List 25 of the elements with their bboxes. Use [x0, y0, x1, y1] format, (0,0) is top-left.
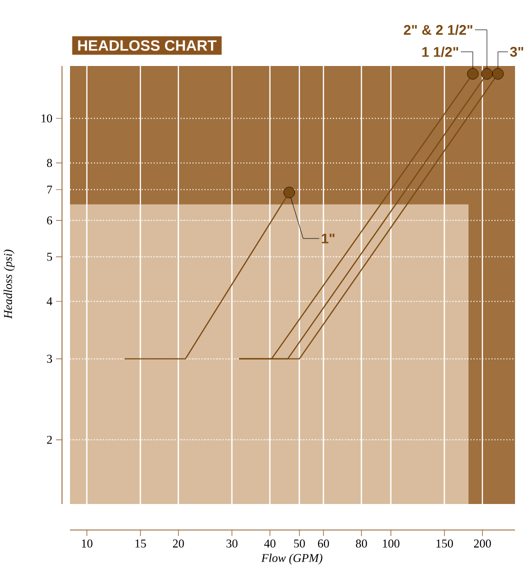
x-tick-label: 60 — [318, 540, 329, 548]
y-tick-label: 2 — [47, 436, 52, 444]
x-tick-label: 50 — [294, 540, 305, 548]
x-tick-label: 15 — [135, 540, 146, 548]
series-label: 1 1/2" — [422, 46, 458, 58]
x-tick-label: 20 — [172, 540, 184, 548]
y-tick-label: 5 — [47, 252, 52, 261]
chart-title: HEADLOSS CHART — [78, 40, 216, 51]
text: 2" & 2 1/2" — [404, 24, 472, 36]
x-tick-label: 200 — [474, 540, 491, 548]
x-tick-label: 150 — [436, 540, 453, 548]
x-axis-title: Flow (GPM) — [261, 554, 322, 564]
series-label: 3" — [510, 46, 524, 57]
x-tick-label: 40 — [264, 540, 276, 548]
x-tick-label: 80 — [356, 540, 367, 548]
y-tick-label: 3 — [47, 354, 52, 363]
x-tick-label: 100 — [382, 540, 400, 548]
y-tick-label: 10 — [42, 114, 52, 122]
y-tick-label: 8 — [46, 158, 52, 167]
y-tick-label: 6 — [47, 216, 52, 224]
y-tick-label: 7 — [47, 186, 52, 194]
y-tick-label: 4 — [46, 297, 52, 306]
y-axis-title: Headloss (psi) — [4, 250, 14, 319]
x-tick-label: 30 — [226, 540, 238, 548]
x-tick-label: 10 — [82, 540, 92, 548]
